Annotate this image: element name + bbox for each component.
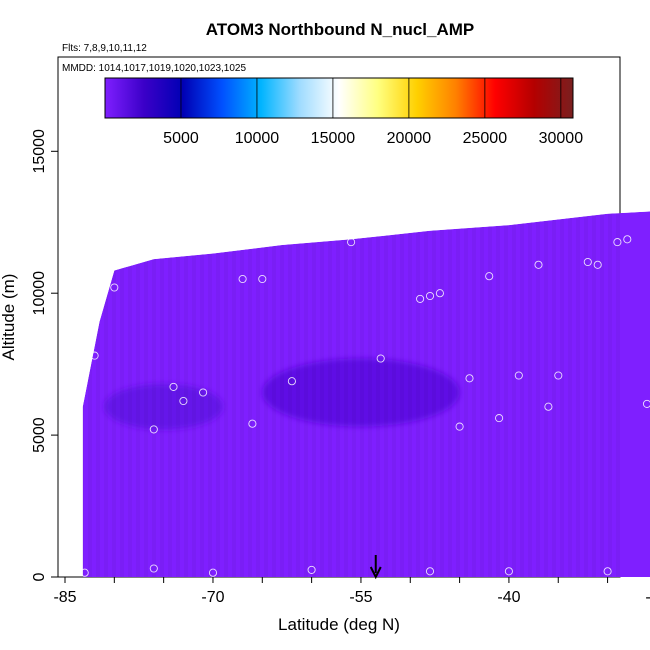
- sample-point: [149, 564, 158, 573]
- sample-point: [613, 238, 622, 247]
- y-axis-label: Altitude (m): [0, 274, 18, 361]
- sample-point: [90, 351, 99, 360]
- colorbar-tick-label: 10000: [235, 130, 280, 147]
- sample-point: [347, 238, 356, 247]
- x-axis-label: Latitude (deg N): [278, 615, 400, 634]
- colorbar-tick-label: 30000: [539, 130, 584, 147]
- flight-arrows: [369, 555, 382, 580]
- sample-point: [485, 272, 494, 281]
- colorbar-tick-label: 15000: [311, 130, 356, 147]
- sample-points: [80, 235, 650, 577]
- heatmap: [82, 196, 650, 577]
- sample-point: [199, 388, 208, 397]
- sample-point: [208, 568, 218, 577]
- sample-point: [495, 414, 504, 423]
- sample-point: [238, 274, 247, 284]
- x-tick-label: -55: [349, 589, 372, 606]
- sample-point: [603, 567, 612, 576]
- sample-point: [435, 289, 444, 298]
- sample-point: [583, 257, 592, 267]
- colorbar: 5000 10000 15000 20000 25000 30000: [104, 77, 583, 147]
- y-axis: 0 5000 10000 15000: [31, 129, 58, 581]
- sample-point: [248, 419, 257, 428]
- sample-point: [623, 235, 632, 244]
- sample-point: [425, 567, 435, 576]
- x-tick-label: -70: [201, 589, 224, 606]
- sample-point: [455, 422, 464, 431]
- colorbar-ticks: 5000 10000 15000 20000 25000 30000: [163, 78, 583, 147]
- sample-point: [179, 396, 188, 406]
- sample-point: [169, 382, 178, 391]
- y-tick-label: 0: [31, 572, 48, 581]
- sample-point: [465, 374, 474, 383]
- sample-point: [110, 283, 119, 292]
- sample-point: [504, 567, 513, 576]
- colorbar-tick-label: 20000: [387, 130, 432, 147]
- sample-point: [287, 377, 296, 386]
- colorbar-bar: [104, 77, 574, 119]
- sample-point: [149, 425, 158, 434]
- x-tick-label: -40: [497, 589, 520, 606]
- sample-point: [425, 291, 435, 301]
- x-axis: -85-70-55-40-25-1051530456075: [53, 577, 650, 606]
- sample-point: [307, 565, 316, 574]
- sample-point: [554, 371, 563, 380]
- sample-point: [416, 294, 425, 303]
- heatmap-column-texture: [82, 196, 620, 577]
- sample-point: [376, 354, 385, 363]
- sample-point: [544, 402, 553, 411]
- x-tick-label: -25: [645, 589, 650, 606]
- sample-point: [642, 399, 650, 408]
- sample-point: [534, 260, 543, 269]
- colorbar-tick-label: 25000: [463, 130, 508, 147]
- x-tick-label: -85: [53, 589, 76, 606]
- y-tick-label: 10000: [31, 271, 48, 316]
- sample-point: [514, 371, 523, 380]
- y-tick-label: 5000: [31, 417, 48, 453]
- y-tick-label: 15000: [31, 129, 48, 174]
- flights-subtitle: Flts: 7,8,9,10,11,12: [62, 43, 147, 54]
- sample-point: [80, 568, 89, 577]
- colorbar-tick-label: 5000: [163, 130, 199, 147]
- flight-arrow: [369, 555, 382, 580]
- sample-point: [593, 260, 602, 269]
- sample-point: [258, 274, 267, 284]
- dates-subtitle: MMDD: 1014,1017,1019,1020,1023,1025: [62, 63, 246, 74]
- chart-title: ATOM3 Northbound N_nucl_AMP: [206, 20, 475, 39]
